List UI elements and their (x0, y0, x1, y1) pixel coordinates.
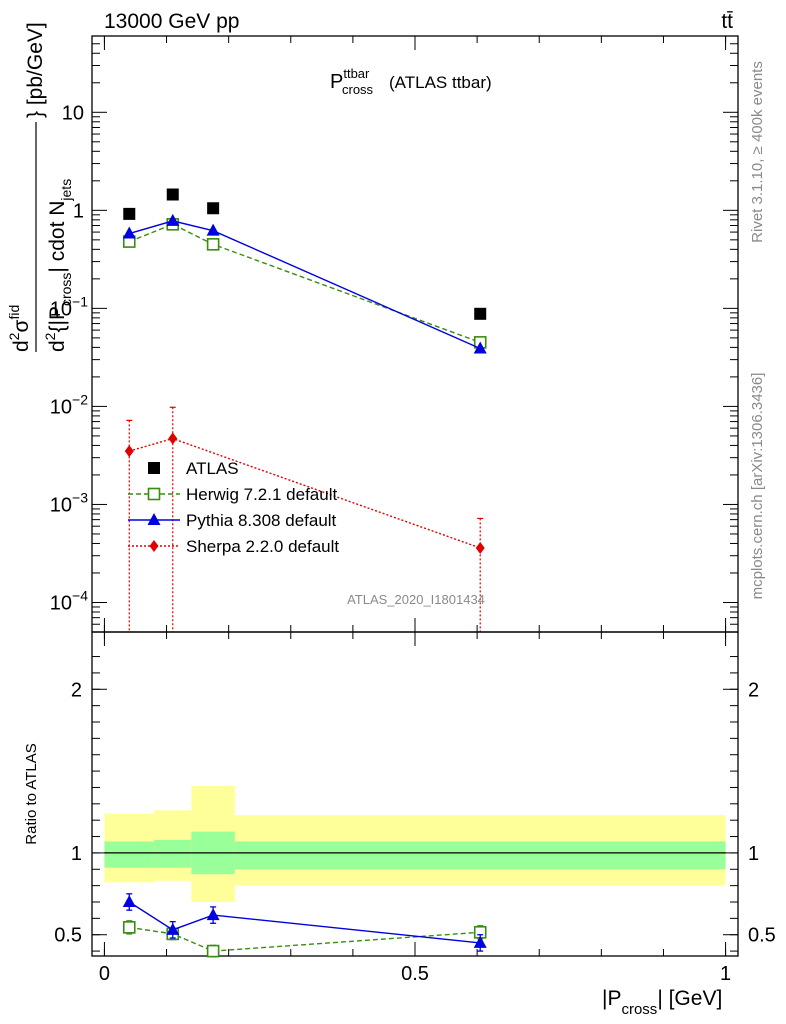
ratio-y-tick-label-right: 0.5 (748, 925, 776, 947)
svg-text:d2{|Pcross| cdot Njets: d2{|Pcross| cdot Njets (42, 179, 74, 352)
ratio-y-tick-label-right: 1 (748, 843, 759, 865)
legend-pythia-label: Pythia 8.308 default (186, 511, 337, 530)
title-subscript: cross (342, 82, 374, 97)
herwig-line (129, 223, 481, 344)
ratio-pythia-point (473, 935, 487, 948)
energy-label: 13000 GeV pp (104, 10, 239, 33)
svg-text:|Pcross| [GeV]: |Pcross| [GeV] (602, 987, 722, 1018)
title-main: P (330, 71, 343, 93)
ratio-y-tick-label: 2 (71, 679, 82, 701)
title-suffix: (ATLAS ttbar) (389, 73, 492, 92)
legend-sherpa-marker (149, 540, 159, 552)
ratio-herwig-point (122, 921, 136, 934)
atlas-point (207, 202, 220, 215)
main-y-tick-label: 1 (73, 200, 84, 222)
svg-text:} [pb/GeV]: } [pb/GeV] (24, 22, 47, 118)
atlas-point (123, 207, 136, 220)
ratio-panel-data (122, 893, 487, 958)
ratio-y-tick-label-right: 2 (748, 679, 759, 701)
title-superscript: ttbar (343, 66, 370, 81)
main-y-tick-label: 10−2 (50, 391, 88, 418)
ratio-band-inner (234, 841, 726, 870)
pythia-point (166, 213, 180, 226)
svg-text:Pttbar: Pttbar (330, 66, 370, 93)
ratio-y-tick-label: 1 (71, 843, 82, 865)
ratio-band-inner (154, 839, 192, 868)
ratio-pythia-point (206, 908, 220, 921)
ratio-y-axis-label: Ratio to ATLAS (23, 743, 40, 844)
ratio-x-tick-label: 0 (99, 963, 110, 985)
pythia-point (206, 223, 220, 236)
atlas-point (166, 188, 179, 201)
pythia-point (473, 341, 487, 354)
sherpa-point (475, 541, 485, 554)
ratio-uncertainty-bands (104, 785, 726, 902)
sherpa-point (168, 432, 178, 445)
ratio-band-inner (104, 841, 155, 868)
analysis-watermark: ATLAS_2020_I1801434 (347, 592, 485, 607)
legend-sherpa-label: Sherpa 2.2.0 default (186, 537, 339, 556)
legend-atlas-label: ATLAS (186, 459, 239, 478)
ratio-frame (91, 631, 739, 957)
atlas-point (474, 307, 487, 320)
main-y-tick-label: 10−3 (50, 489, 88, 516)
main-y-axis-label: d2σfid d2{|Pcross| cdot Njets } [pb/GeV] (6, 22, 74, 352)
main-y-tick-label: 10−4 (50, 587, 88, 614)
legend: ATLAS Herwig 7.2.1 default Pythia 8.308 de… (128, 459, 339, 556)
ratio-pythia-point (122, 895, 136, 907)
pythia-line (129, 220, 481, 350)
main-panel-data (122, 188, 487, 632)
pythia-point (122, 226, 136, 239)
ratio-pythia-line (128, 901, 481, 944)
legend-pythia-marker (147, 513, 161, 525)
legend-herwig-marker (147, 487, 161, 501)
main-y-tick-label: 10−1 (50, 293, 88, 320)
legend-herwig-label: Herwig 7.2.1 default (186, 485, 337, 504)
herwig-point (206, 238, 220, 251)
ratio-pythia-point (166, 922, 180, 935)
mcplots-reference-label: mcplots.cern.ch [arXiv:1306.3436] (749, 373, 766, 600)
ratio-herwig-line (129, 926, 481, 952)
ratio-y-tick-label: 0.5 (54, 925, 82, 947)
x-axis-label: |Pcross| [GeV] (602, 987, 722, 1018)
rivet-version-label: Rivet 3.1.10, ≥ 400k events (749, 61, 766, 243)
main-y-tick-label: 10 (62, 102, 84, 124)
legend-atlas-marker (148, 462, 160, 474)
ratio-panel-axes: 0.5 0.5 1 1 2 2 0 0.5 1 (54, 631, 776, 985)
svg-text:d2σfid: d2σfid (6, 305, 33, 352)
plot-title: Pttbar cross (ATLAS ttbar) (330, 66, 492, 97)
sherpa-point (124, 445, 134, 458)
process-label: tt̄ (721, 10, 733, 33)
ratio-x-tick-label: 0.5 (401, 963, 429, 985)
ratio-x-tick-label: 1 (720, 963, 731, 985)
ratio-herwig-point (206, 944, 220, 958)
